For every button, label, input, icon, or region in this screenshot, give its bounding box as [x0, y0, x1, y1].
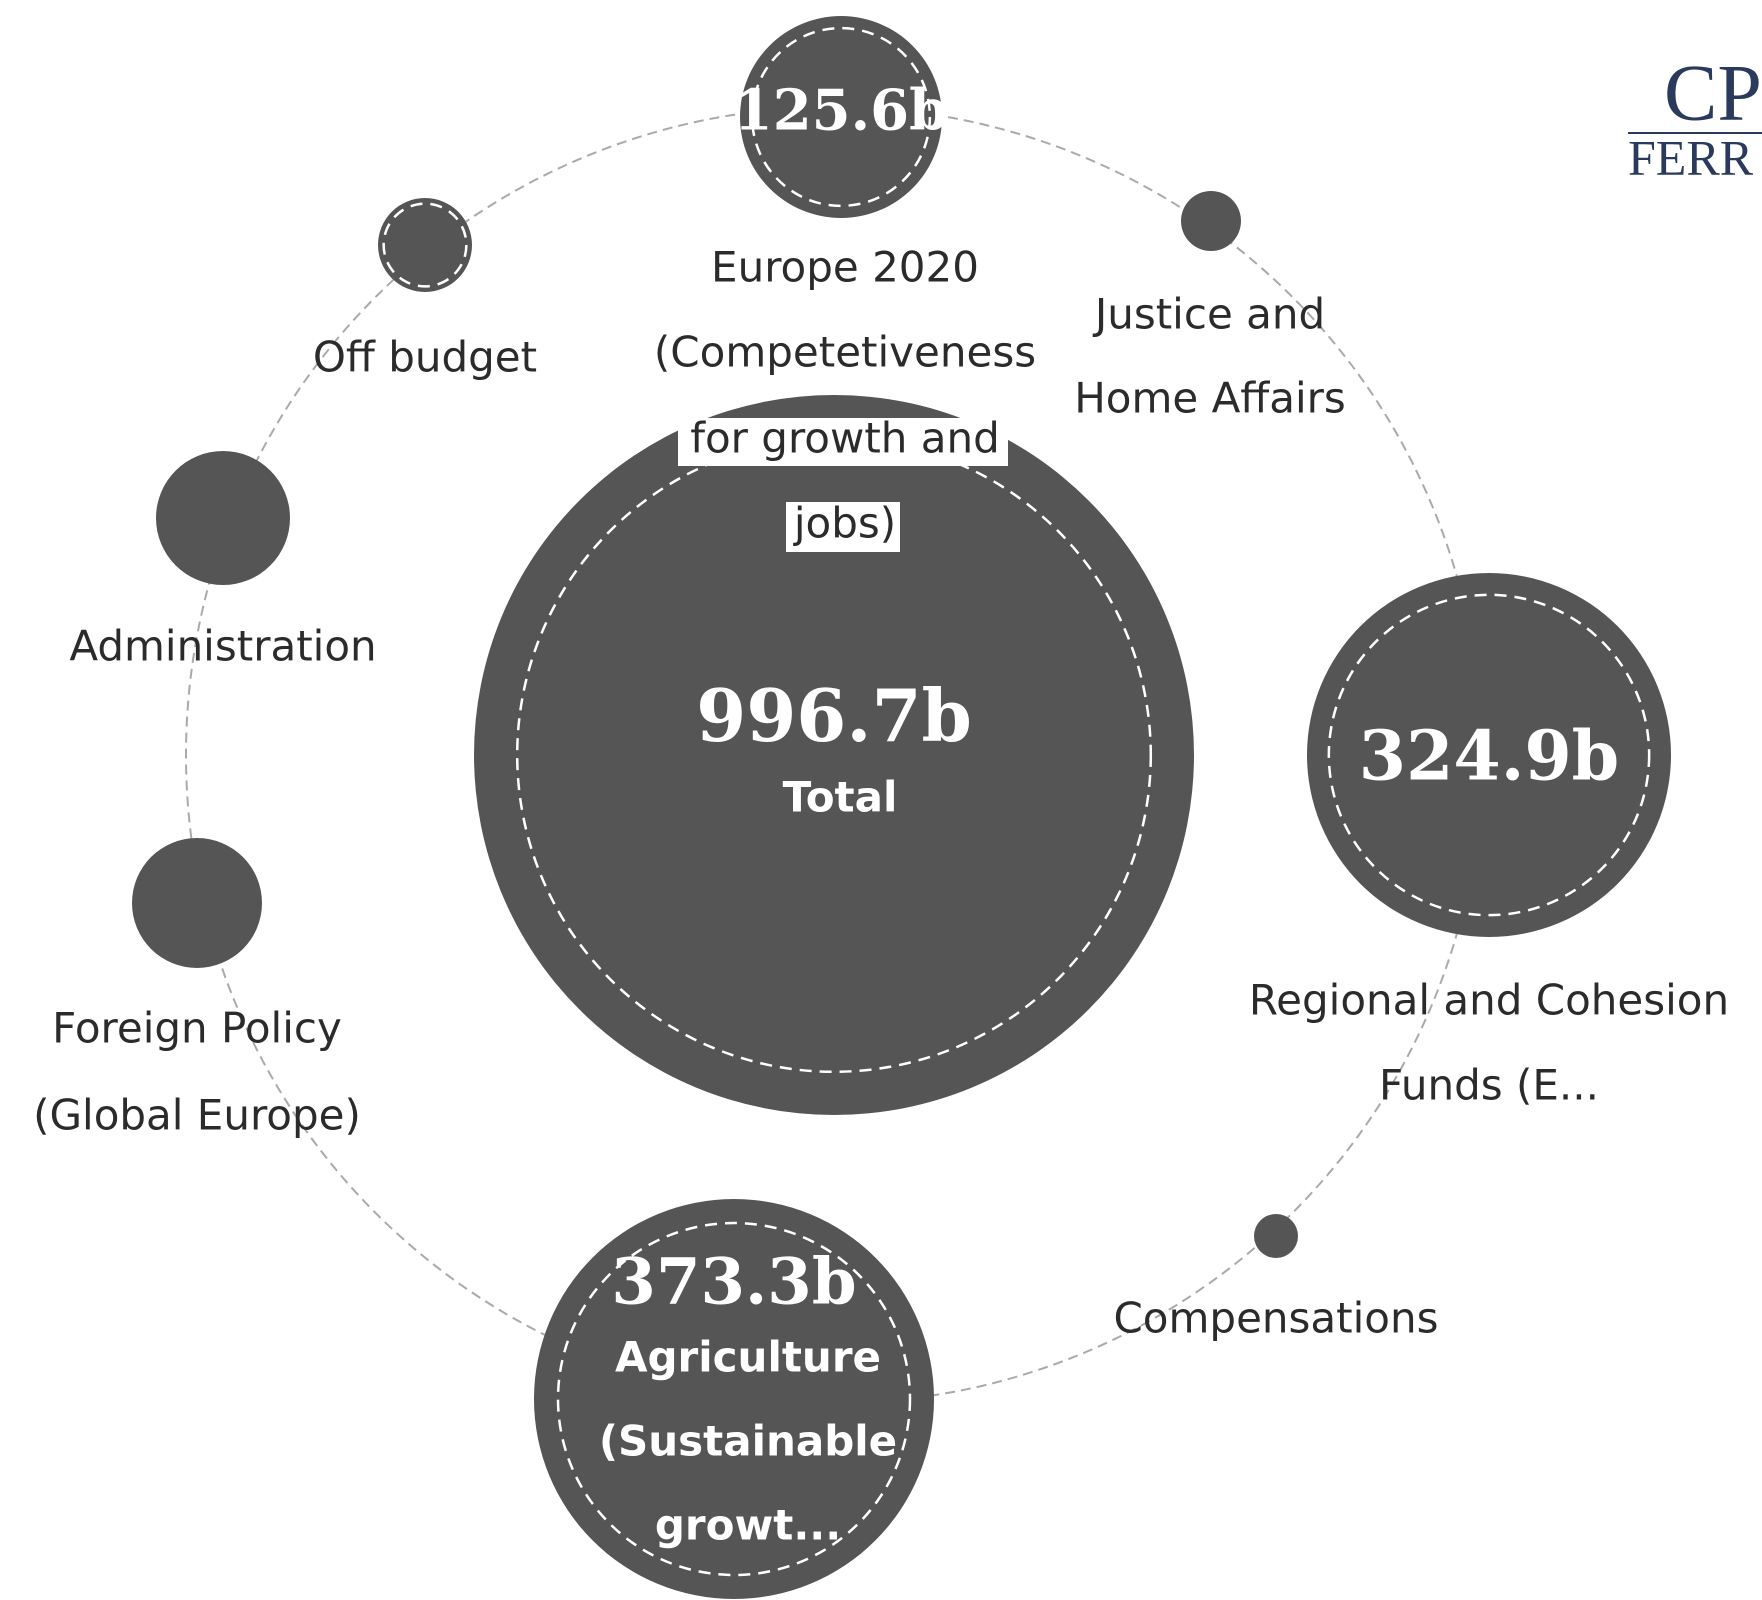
bubble-label: Foreign Policy: [52, 1004, 342, 1053]
bubble-ring: [750, 26, 932, 208]
bubble: [740, 16, 942, 218]
bubble-label: Regional and Cohesion: [1249, 976, 1729, 1025]
nodes: 996.7b Total 125.6b 324.9b 373.3b Agriculture…: [132, 16, 1671, 1599]
labels: Europe 2020 (Competetiveness for growth an…: [33, 243, 1729, 1343]
bubble-ring: [556, 1221, 912, 1577]
bubble-label: (Global Europe): [33, 1091, 361, 1140]
logo-top: CP: [1664, 49, 1762, 137]
bubble: [1181, 191, 1241, 251]
bubble: [132, 838, 262, 968]
bubble-value: 125.6b: [734, 78, 949, 144]
bubble-label: Europe 2020: [711, 243, 979, 292]
bubble-label: (Sustainable: [599, 1417, 897, 1466]
bubble-ring: [515, 436, 1153, 1074]
bubble: [378, 198, 472, 292]
bubble-label: Total: [783, 773, 898, 822]
bubble: [1307, 573, 1671, 937]
bubble-label: growt...: [655, 1501, 841, 1550]
label-backdrop: [786, 502, 900, 552]
bubble-label: Compensations: [1113, 1294, 1438, 1343]
bubble-label: Administration: [69, 622, 376, 671]
bubble: [156, 451, 290, 585]
bubble-label: Agriculture: [615, 1333, 881, 1382]
bubble-label: Off budget: [313, 333, 537, 382]
bubble-value: 373.3b: [611, 1245, 856, 1320]
bubble-label: Home Affairs: [1074, 374, 1346, 423]
bubble-ring: [382, 202, 468, 288]
bubble-label: for growth and: [690, 414, 1000, 463]
logo-bottom: FERR: [1628, 129, 1754, 185]
bubble-label: jobs): [793, 499, 896, 548]
bubble: [534, 1199, 934, 1599]
bubble: [474, 395, 1194, 1115]
bubble: [1254, 1214, 1298, 1258]
bubble-value: 996.7b: [696, 673, 972, 758]
bubble-label: (Competetiveness: [654, 328, 1036, 377]
bubble-value: 324.9b: [1359, 717, 1619, 797]
bubble-label: Funds (E...: [1379, 1061, 1599, 1110]
bubble-ring: [1327, 593, 1651, 917]
label-backdrop: [678, 418, 1008, 466]
bubble-label: Justice and: [1092, 290, 1325, 339]
